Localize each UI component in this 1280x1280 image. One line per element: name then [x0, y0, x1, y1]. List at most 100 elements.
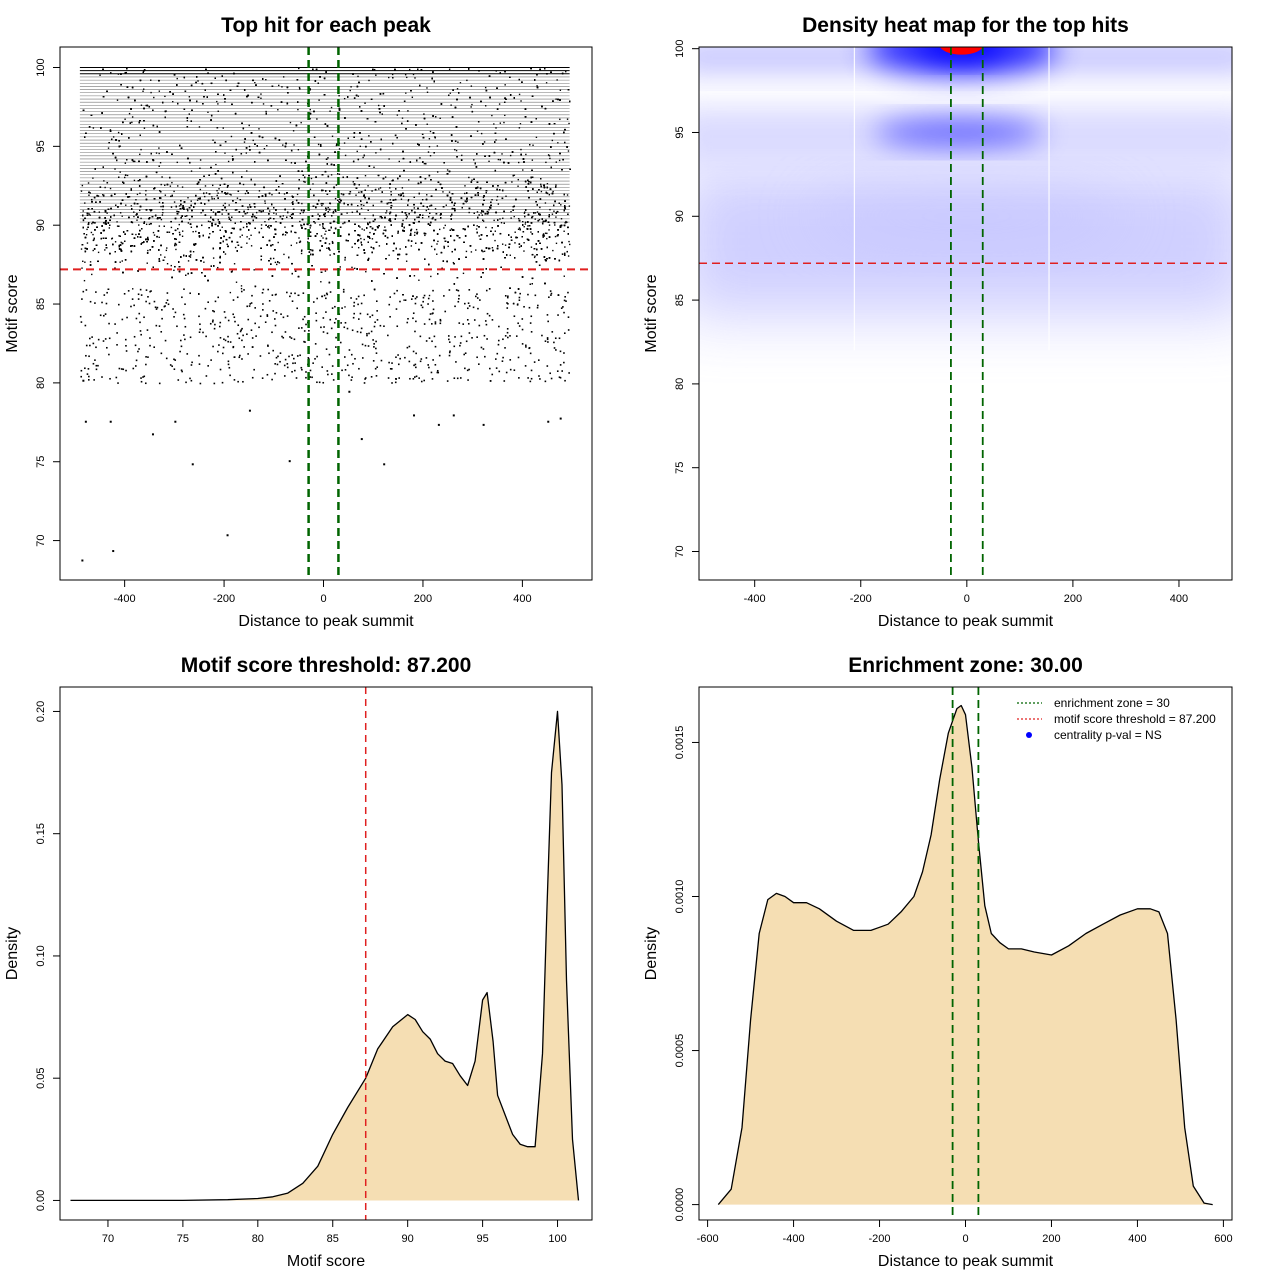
- point: [439, 117, 441, 119]
- point: [429, 155, 432, 157]
- point: [426, 194, 428, 196]
- point: [268, 210, 271, 212]
- point: [531, 159, 534, 161]
- point: [212, 257, 215, 259]
- point: [166, 263, 169, 265]
- point: [296, 193, 299, 196]
- point: [450, 215, 452, 217]
- point: [389, 187, 391, 189]
- point: [442, 191, 444, 193]
- point: [408, 68, 411, 71]
- point: [499, 218, 501, 220]
- point: [104, 186, 106, 189]
- point: [161, 176, 163, 178]
- point: [212, 184, 214, 187]
- point: [343, 97, 346, 100]
- point: [85, 233, 88, 236]
- point: [273, 212, 275, 214]
- point: [187, 210, 189, 212]
- point: [145, 189, 147, 192]
- point: [513, 174, 516, 176]
- point: [516, 236, 519, 239]
- point: [116, 99, 119, 101]
- point: [160, 218, 163, 221]
- point: [360, 237, 362, 240]
- point: [292, 130, 295, 132]
- point: [142, 90, 144, 92]
- point: [275, 213, 277, 215]
- point: [510, 210, 512, 213]
- point: [509, 154, 512, 157]
- point: [517, 185, 519, 187]
- point: [325, 230, 327, 232]
- point: [124, 176, 126, 179]
- point: [111, 237, 114, 239]
- point: [126, 174, 129, 177]
- point: [178, 223, 180, 226]
- point: [162, 211, 164, 214]
- point: [504, 84, 506, 86]
- point: [357, 95, 360, 97]
- point: [450, 228, 453, 230]
- point: [283, 253, 285, 256]
- point: [81, 184, 84, 187]
- point: [509, 254, 511, 256]
- point: [145, 223, 148, 226]
- point: [497, 203, 500, 205]
- point: [456, 88, 459, 90]
- point: [434, 208, 437, 210]
- point: [217, 266, 219, 269]
- point: [337, 173, 339, 175]
- point: [546, 232, 548, 235]
- point: [457, 141, 459, 143]
- point: [540, 190, 543, 193]
- point: [527, 225, 529, 227]
- point: [160, 183, 162, 186]
- point: [211, 196, 213, 198]
- point: [307, 223, 309, 226]
- point: [260, 97, 262, 99]
- point: [97, 195, 100, 197]
- point: [173, 269, 175, 272]
- point: [446, 169, 449, 171]
- point: [338, 201, 340, 203]
- point: [406, 76, 408, 79]
- point: [331, 135, 334, 137]
- point: [307, 241, 309, 243]
- point: [87, 182, 90, 184]
- point: [282, 76, 285, 78]
- point: [164, 95, 166, 98]
- point: [263, 147, 266, 150]
- point: [491, 199, 493, 201]
- point: [520, 100, 522, 102]
- point: [563, 230, 565, 232]
- point: [203, 261, 205, 263]
- point: [504, 244, 507, 246]
- point: [304, 181, 306, 183]
- point: [355, 194, 357, 196]
- point: [216, 100, 218, 103]
- point: [376, 225, 379, 228]
- point: [400, 193, 402, 195]
- point: [357, 246, 360, 249]
- point: [318, 99, 320, 101]
- point: [136, 193, 139, 196]
- point: [329, 110, 331, 112]
- point: [471, 103, 473, 106]
- point: [239, 236, 241, 238]
- point: [483, 141, 486, 143]
- point: [332, 210, 335, 213]
- point: [176, 161, 178, 164]
- point: [207, 111, 209, 113]
- point: [274, 261, 277, 264]
- point: [91, 222, 93, 225]
- point: [178, 205, 181, 207]
- point: [190, 200, 192, 202]
- point: [299, 220, 301, 223]
- point: [555, 184, 557, 186]
- point: [90, 231, 93, 234]
- point: [146, 262, 148, 264]
- point: [389, 213, 391, 215]
- point: [513, 215, 515, 218]
- point: [449, 92, 452, 94]
